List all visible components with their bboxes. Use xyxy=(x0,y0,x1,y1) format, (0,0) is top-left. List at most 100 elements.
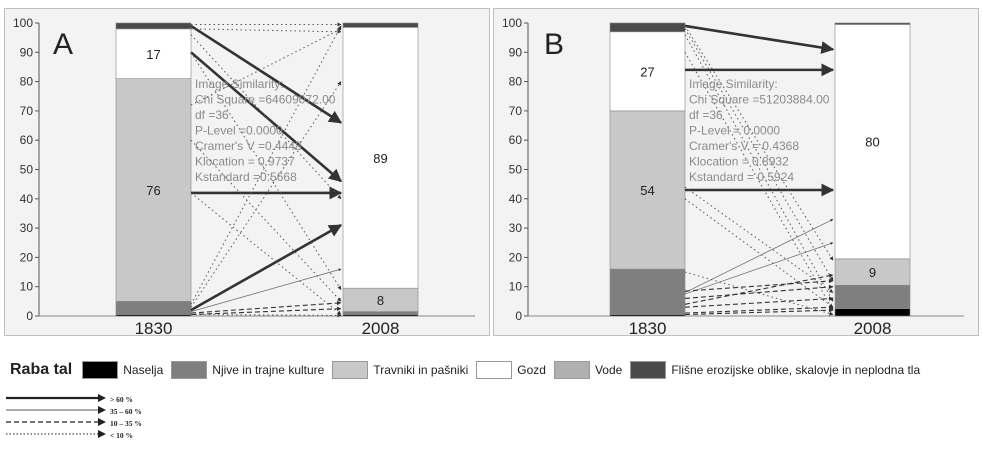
y-tick-label: 100 xyxy=(13,16,33,30)
y-tick-label: 60 xyxy=(20,133,34,147)
statistics-line: P-Level = 0.0000 xyxy=(689,124,780,138)
bar-segment xyxy=(609,110,686,270)
y-tick-label: 80 xyxy=(509,75,523,89)
flow-arrow-dotted xyxy=(684,25,834,261)
flow-arrow-dashed xyxy=(684,308,834,316)
flow-arrow-dotted xyxy=(190,81,342,308)
flow-arrow-dotted xyxy=(190,25,342,305)
flow-arrow-dotted xyxy=(190,52,342,290)
flow-arrow-dashed xyxy=(684,278,834,292)
legend-label: Travniki in pašniki xyxy=(373,363,469,377)
bar-segment xyxy=(609,268,686,315)
bar-segment xyxy=(115,78,192,302)
bar-segment xyxy=(115,22,192,30)
arrow-legend-row: 35 – 60 % xyxy=(6,404,206,416)
flow-arrow-dashed xyxy=(684,305,834,314)
arrow-legend-row: < 10 % xyxy=(6,428,206,440)
x-category-label: 2008 xyxy=(362,319,400,337)
legend-label: Naselja xyxy=(123,363,164,377)
flow-arrow-dotted xyxy=(190,28,342,106)
arrow-legend: > 60 % 35 – 60 % 10 – 35 % < 10 % xyxy=(6,392,206,450)
bar-segment xyxy=(834,258,911,286)
arrow-legend-label: 10 – 35 % xyxy=(110,419,142,428)
bar-segment-label: 27 xyxy=(640,64,654,79)
chart-panel-a: 0 10 20 30 40 50 60 70 80 90 100 A 76 17 1830 8 89 2008 Im… xyxy=(4,8,490,337)
y-tick-label: 70 xyxy=(20,104,34,118)
y-tick-label: 20 xyxy=(20,250,34,264)
flow-arrow-dotted xyxy=(684,186,834,293)
flow-arrow-dotted xyxy=(190,192,342,315)
legend-label: Njive in trajne kulture xyxy=(212,363,325,377)
flow-arrow-dashed xyxy=(684,296,834,308)
x-category-label: 1830 xyxy=(629,319,667,337)
y-tick-label: 70 xyxy=(509,104,523,118)
flow-arrow-dotted xyxy=(684,271,834,316)
legend-swatch xyxy=(476,361,513,379)
bar-segment-label: 9 xyxy=(869,265,876,280)
statistics-line: Chi Square =64609072.00 xyxy=(195,93,336,107)
y-tick-label: 0 xyxy=(26,309,33,323)
arrow-legend-label: > 60 % xyxy=(110,395,134,404)
arrow-legend-label: < 10 % xyxy=(110,431,134,440)
arrow-legend-label: 35 – 60 % xyxy=(110,407,142,416)
flow-arrow-dotted xyxy=(190,34,342,200)
flow-arrow-thin xyxy=(684,242,834,295)
y-tick-label: 80 xyxy=(20,75,34,89)
y-tick-label: 90 xyxy=(20,45,34,59)
legend-item: Travniki in pašniki xyxy=(332,361,468,379)
bar-segment xyxy=(834,308,911,317)
flow-arrow-thin xyxy=(684,218,834,293)
bar-segment-label: 17 xyxy=(146,47,160,62)
y-tick-label: 30 xyxy=(20,221,34,235)
legend-swatch xyxy=(171,361,208,379)
x-category-label: 1830 xyxy=(135,319,173,337)
y-tick-label: 10 xyxy=(509,280,523,294)
statistics-line: Klocation = 0.8932 xyxy=(689,155,789,169)
y-tick-label: 60 xyxy=(509,133,523,147)
chart-b: 0 10 20 30 40 50 60 70 80 90 100 B 54 27 1830 9 80 2008 Im… xyxy=(502,16,964,337)
legend-item: Njive in trajne kulture xyxy=(171,361,324,379)
flow-arrow-dashed xyxy=(190,306,342,316)
bar-segment xyxy=(609,31,686,112)
y-tick-label: 30 xyxy=(509,221,523,235)
bar-segment-label: 80 xyxy=(865,135,879,150)
statistics-line: Cramer's V = 0.4368 xyxy=(689,139,799,153)
y-tick-label: 20 xyxy=(509,250,523,264)
y-tick-label: 10 xyxy=(20,280,34,294)
bar-segment-label: 54 xyxy=(640,183,654,198)
bar-segment xyxy=(342,311,419,315)
land-use-legend: Raba tal Naselja Njive in trajne kulture T… xyxy=(10,358,980,382)
legend-item: Flišne erozijske oblike, skalovje in nep… xyxy=(630,361,920,379)
flow-arrow-dotted xyxy=(684,198,834,308)
x-category-label: 2008 xyxy=(854,319,892,337)
y-tick-label: 90 xyxy=(509,45,523,59)
statistics-line: df =36 xyxy=(689,108,723,122)
legend-label: Flišne erozijske oblike, skalovje in nep… xyxy=(671,363,921,377)
bar-segment xyxy=(834,284,911,309)
bar-segment xyxy=(342,27,419,289)
panel-label: A xyxy=(53,28,73,61)
statistics-line: Image Similarity: xyxy=(689,77,778,91)
flow-arrow-bold xyxy=(190,24,343,124)
statistics-line: Cramer's V =0.4448 xyxy=(195,139,302,153)
chart-panel-b: 0 10 20 30 40 50 60 70 80 90 100 B 54 27 1830 9 80 2008 Im… xyxy=(493,8,979,337)
legend-item: Gozd xyxy=(476,361,546,379)
flow-arrow-bold xyxy=(190,51,342,183)
flow-arrow-bold xyxy=(190,224,343,312)
statistics-line: df =36 xyxy=(195,108,229,122)
y-tick-label: 40 xyxy=(20,192,34,206)
bar-segment xyxy=(115,301,192,315)
legend-item: Naselja xyxy=(82,361,163,379)
statistics-line: Kstandard = 0.5924 xyxy=(689,170,794,184)
y-tick-label: 40 xyxy=(509,192,523,206)
flow-arrow-dashed xyxy=(190,300,342,314)
y-tick-label: 100 xyxy=(502,16,522,30)
flow-arrow-dashed xyxy=(684,273,834,305)
arrow-legend-row: > 60 % xyxy=(6,392,206,404)
bar-segment-label: 89 xyxy=(373,151,387,166)
flow-arrow-thin xyxy=(190,268,342,312)
y-tick-label: 0 xyxy=(515,309,522,323)
bar-segment xyxy=(834,22,911,25)
flow-arrow-dotted xyxy=(684,52,834,311)
flow-arrow-dashed xyxy=(684,284,834,299)
